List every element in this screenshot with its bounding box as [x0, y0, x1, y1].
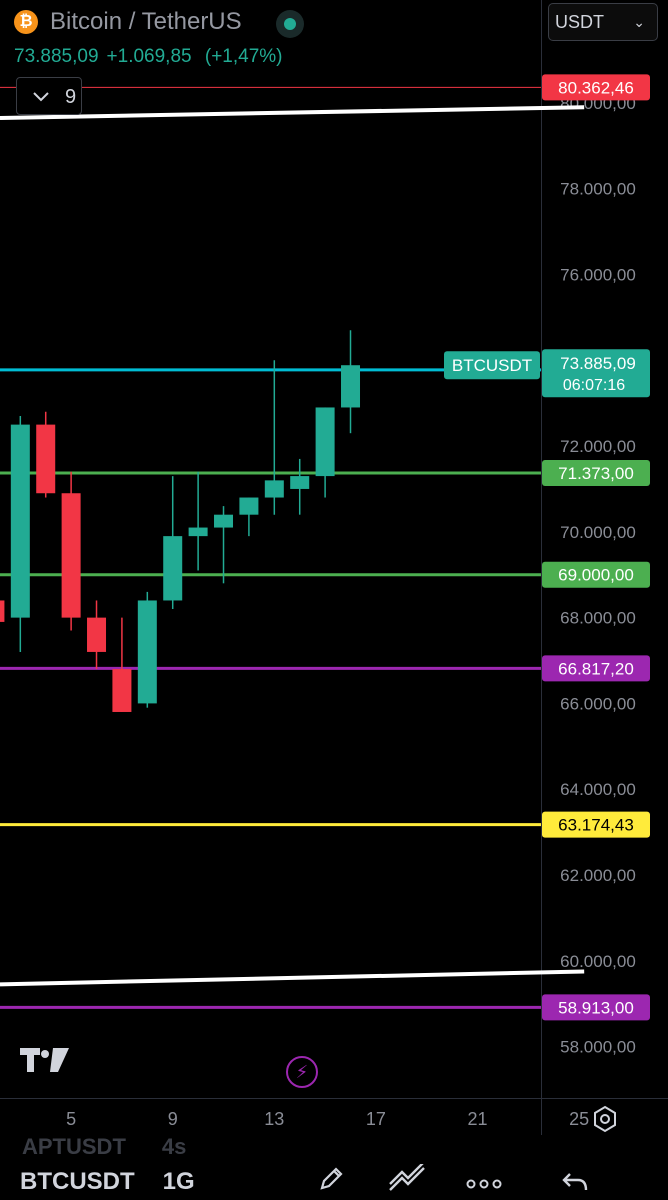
- active-symbol-name: BTCUSDT: [20, 1168, 135, 1195]
- active-interval[interactable]: 1G: [162, 1168, 195, 1195]
- level-price-label-bg: [542, 655, 650, 682]
- more-icon[interactable]: [466, 1164, 502, 1199]
- last-price-label-bg: [542, 349, 650, 398]
- undo-icon[interactable]: [560, 1164, 590, 1199]
- lightning-icon[interactable]: ⚡: [286, 1056, 318, 1088]
- previous-symbol-interval: 4s: [161, 1134, 187, 1159]
- trend-line: [0, 969, 585, 987]
- candle-body: [112, 669, 132, 712]
- candle-body: [214, 514, 234, 528]
- symbol-label: BTCUSDT: [452, 356, 532, 375]
- currency-value: USDT: [555, 12, 604, 32]
- currency-select[interactable]: USDT ⌄: [548, 3, 658, 41]
- price-change-percent: (+1,47%): [204, 46, 283, 67]
- trendline-tool-icon[interactable]: [388, 1161, 428, 1199]
- level-price-label-bg: [542, 74, 650, 101]
- price-axis-tick-label: 70.000,00: [560, 523, 636, 542]
- candle-body: [87, 617, 107, 652]
- time-axis-tick-label: 9: [168, 1109, 178, 1129]
- price-axis-tick-label: 78.000,00: [560, 180, 636, 199]
- bar-countdown-label: 06:07:16: [563, 377, 625, 394]
- level-price-label: 80.362,46: [558, 78, 634, 97]
- price-axis-tick-label: 76.000,00: [560, 266, 636, 285]
- price-axis-tick-label: 58.000,00: [560, 1038, 636, 1057]
- candle-body: [137, 600, 157, 704]
- level-price-label-bg: [542, 459, 650, 486]
- candle-body: [10, 424, 30, 618]
- time-axis-tick-label: 21: [467, 1109, 487, 1129]
- level-price-label: 69.000,00: [558, 566, 634, 585]
- settings-hexagon-icon[interactable]: [590, 1104, 620, 1139]
- price-axis-tick-label: 62.000,00: [560, 866, 636, 885]
- time-axis-tick-label: 13: [264, 1109, 284, 1129]
- candle-body: [315, 407, 335, 477]
- last-price-label: 73.885,09: [560, 354, 636, 373]
- time-axis-tick-label: 17: [366, 1109, 386, 1129]
- level-price-label: 66.817,20: [558, 659, 634, 678]
- level-price-label: 63.174,43: [558, 816, 634, 835]
- candle-body: [163, 536, 183, 601]
- price-summary: 73.885,09 +1.069,85 (+1,47%): [14, 46, 283, 68]
- indicator-count: 9: [65, 86, 77, 108]
- candle-body: [36, 424, 56, 494]
- candle-body: [188, 527, 208, 537]
- time-axis-tick-label: 5: [66, 1109, 76, 1129]
- pencil-icon[interactable]: [316, 1164, 346, 1199]
- chart-header: ₿ Bitcoin / TetherUS 73.885,09 +1.069,85 …: [0, 0, 540, 120]
- previous-symbol[interactable]: APTUSDT 4s: [22, 1134, 186, 1160]
- indicators-toggle-button[interactable]: 9: [16, 77, 82, 115]
- price-axis-tick-label: 66.000,00: [560, 694, 636, 713]
- bitcoin-icon: ₿: [14, 10, 38, 34]
- candle-body: [239, 497, 259, 515]
- price-axis-tick-label: 72.000,00: [560, 437, 636, 456]
- candle-body: [264, 480, 284, 498]
- level-price-label-bg: [542, 994, 650, 1021]
- level-price-label-bg: [542, 561, 650, 588]
- trend-line: [0, 105, 585, 120]
- candle-body: [341, 365, 361, 408]
- time-axis-tick-label: 25: [569, 1109, 589, 1129]
- last-price: 73.885,09: [14, 46, 99, 67]
- candle-body: [0, 600, 5, 622]
- level-price-label-bg: [542, 811, 650, 838]
- price-axis-tick-label: 60.000,00: [560, 952, 636, 971]
- price-axis-tick-label: 64.000,00: [560, 780, 636, 799]
- symbol-label-bg: [444, 351, 540, 380]
- level-price-label: 71.373,00: [558, 464, 634, 483]
- pair-title[interactable]: Bitcoin / TetherUS: [50, 8, 242, 35]
- candle-body: [61, 493, 81, 618]
- chevron-down-icon: [31, 78, 51, 129]
- market-status-icon: [276, 10, 304, 38]
- active-symbol[interactable]: BTCUSDT 1G: [20, 1168, 195, 1196]
- previous-symbol-name: APTUSDT: [22, 1134, 126, 1159]
- level-price-label: 58.913,00: [558, 998, 634, 1017]
- tradingview-logo-icon: [20, 1046, 70, 1079]
- candle-body: [290, 476, 310, 489]
- price-change: +1.069,85: [106, 46, 192, 67]
- caret-down-icon: ⌄: [633, 14, 645, 30]
- price-axis-tick-label: 68.000,00: [560, 609, 636, 628]
